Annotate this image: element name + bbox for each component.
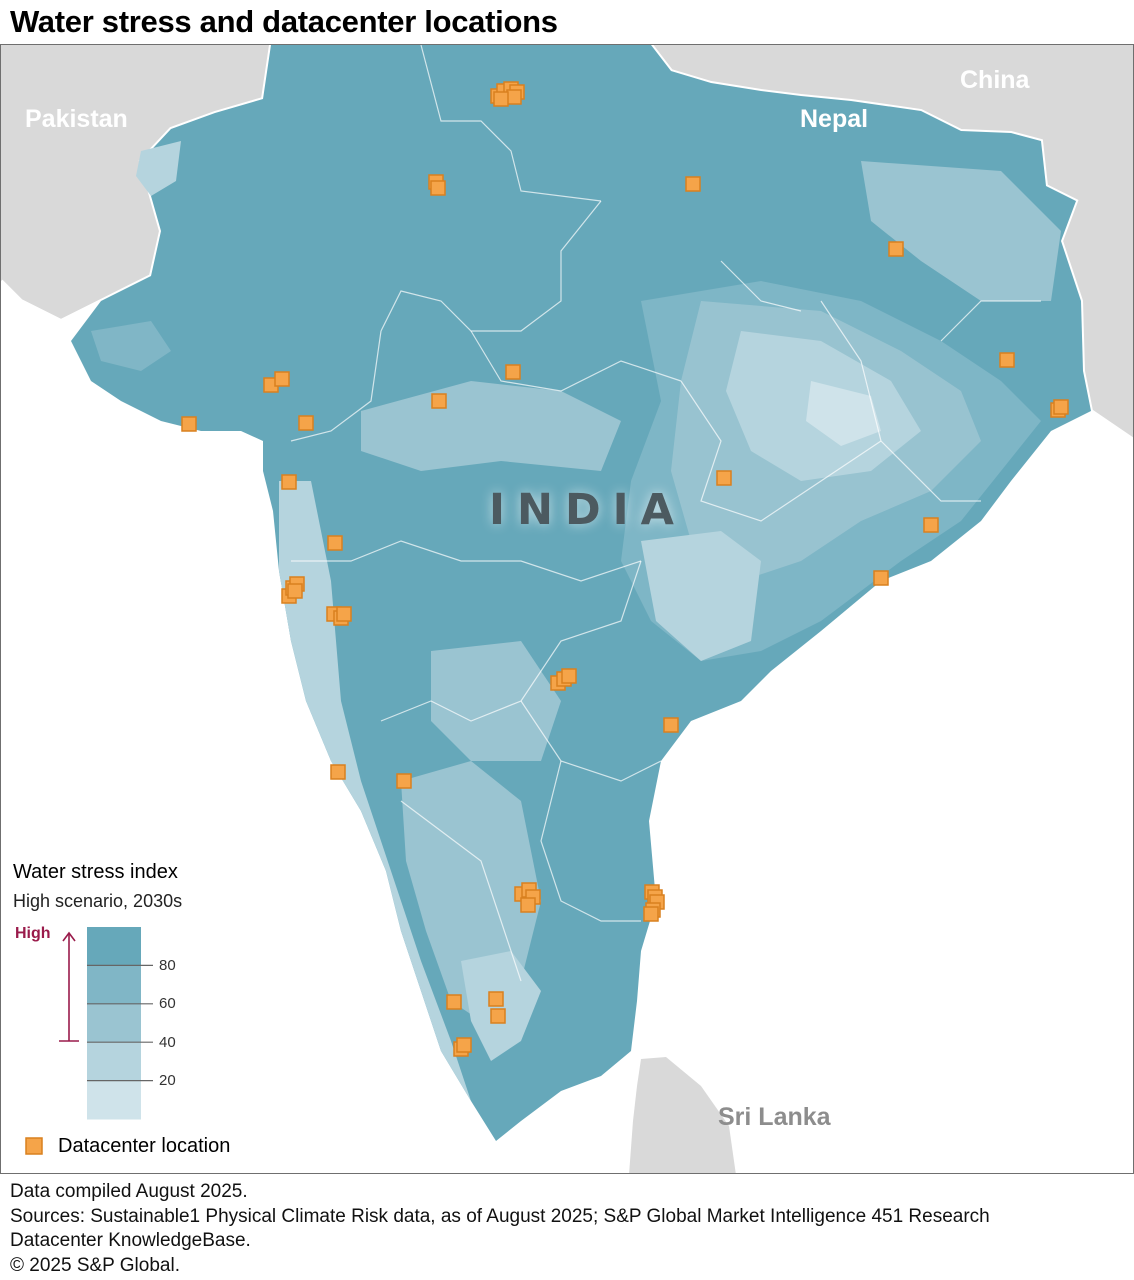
datacenter-marker (446, 994, 462, 1010)
datacenter-marker (561, 668, 577, 684)
datacenter-swatch-square (25, 1137, 43, 1155)
stress-band-gujarat (91, 321, 171, 371)
datacenter-markers (181, 81, 1069, 1057)
stress-band-deccan (431, 641, 561, 761)
stress-band-west-coast (279, 481, 471, 1101)
map-label-nepal: Nepal (800, 105, 869, 133)
state-borders (290, 45, 1041, 982)
legend-tick-40: 40 (159, 1034, 176, 1051)
legend-high-label: High (15, 925, 51, 942)
stress-band-central-east (641, 531, 761, 661)
datacenter-marker (327, 535, 343, 551)
legend-tick-20: 20 (159, 1072, 176, 1089)
datacenter-marker (430, 180, 446, 196)
datacenter-marker (493, 91, 509, 107)
legend-datacenter-label: Datacenter location (58, 1135, 231, 1157)
stress-band-kutch (136, 141, 181, 196)
map-label-china: China (960, 66, 1030, 94)
footer-copyright: © 2025 S&P Global. (10, 1254, 180, 1276)
datacenter-marker (396, 773, 412, 789)
datacenter-marker (281, 474, 297, 490)
sri-lanka-land (629, 1057, 736, 1173)
datacenter-marker (685, 176, 701, 192)
datacenter-marker (506, 89, 522, 105)
stress-band-central (361, 381, 621, 471)
map-frame: Pakistan China Nepal Sri Lanka INDIA Wat… (0, 44, 1134, 1174)
legend-subtitle: High scenario, 2030s (13, 891, 183, 911)
pakistan-land (1, 45, 271, 321)
datacenter-marker (716, 470, 732, 486)
datacenter-marker (456, 1037, 472, 1053)
map-canvas (1, 45, 1133, 1173)
datacenter-marker (1053, 399, 1069, 415)
datacenter-marker (999, 352, 1015, 368)
datacenter-marker (923, 517, 939, 533)
stress-band-low (806, 381, 881, 446)
neighbour-land (1, 45, 1133, 1173)
chart-title: Water stress and datacenter locations (10, 4, 558, 39)
legend-tick-60: 60 (159, 995, 176, 1012)
datacenter-marker (505, 364, 521, 380)
datacenter-marker (520, 897, 536, 913)
datacenter-marker (873, 570, 889, 586)
datacenter-marker (663, 717, 679, 733)
footer-notes: Data compiled August 2025. Sources: Sust… (10, 1180, 990, 1278)
datacenter-marker (287, 583, 303, 599)
footer-compiled: Data compiled August 2025. (10, 1181, 248, 1202)
datacenter-marker (274, 371, 290, 387)
datacenter-marker (488, 991, 504, 1007)
datacenter-marker (298, 415, 314, 431)
datacenter-marker (643, 906, 659, 922)
stress-band-northeast (861, 161, 1061, 301)
datacenter-marker (336, 606, 352, 622)
footer-sources-line1: Sources: Sustainable1 Physical Climate R… (10, 1205, 990, 1227)
datacenter-marker (181, 416, 197, 432)
datacenter-marker (431, 393, 447, 409)
map-label-sri-lanka: Sri Lanka (718, 1103, 831, 1131)
legend-datacenter-swatch (25, 1137, 43, 1155)
map-label-india: INDIA (489, 485, 686, 535)
datacenter-marker (330, 764, 346, 780)
footer-sources-line2: Datacenter KnowledgeBase. (10, 1230, 251, 1251)
nepal-china-land (651, 45, 1133, 440)
datacenter-marker (490, 1008, 506, 1024)
map-label-pakistan: Pakistan (25, 105, 128, 133)
datacenter-marker (888, 241, 904, 257)
legend-title: Water stress index (13, 861, 178, 883)
legend-tick-80: 80 (159, 957, 176, 974)
india-water-stress (71, 45, 1091, 1141)
